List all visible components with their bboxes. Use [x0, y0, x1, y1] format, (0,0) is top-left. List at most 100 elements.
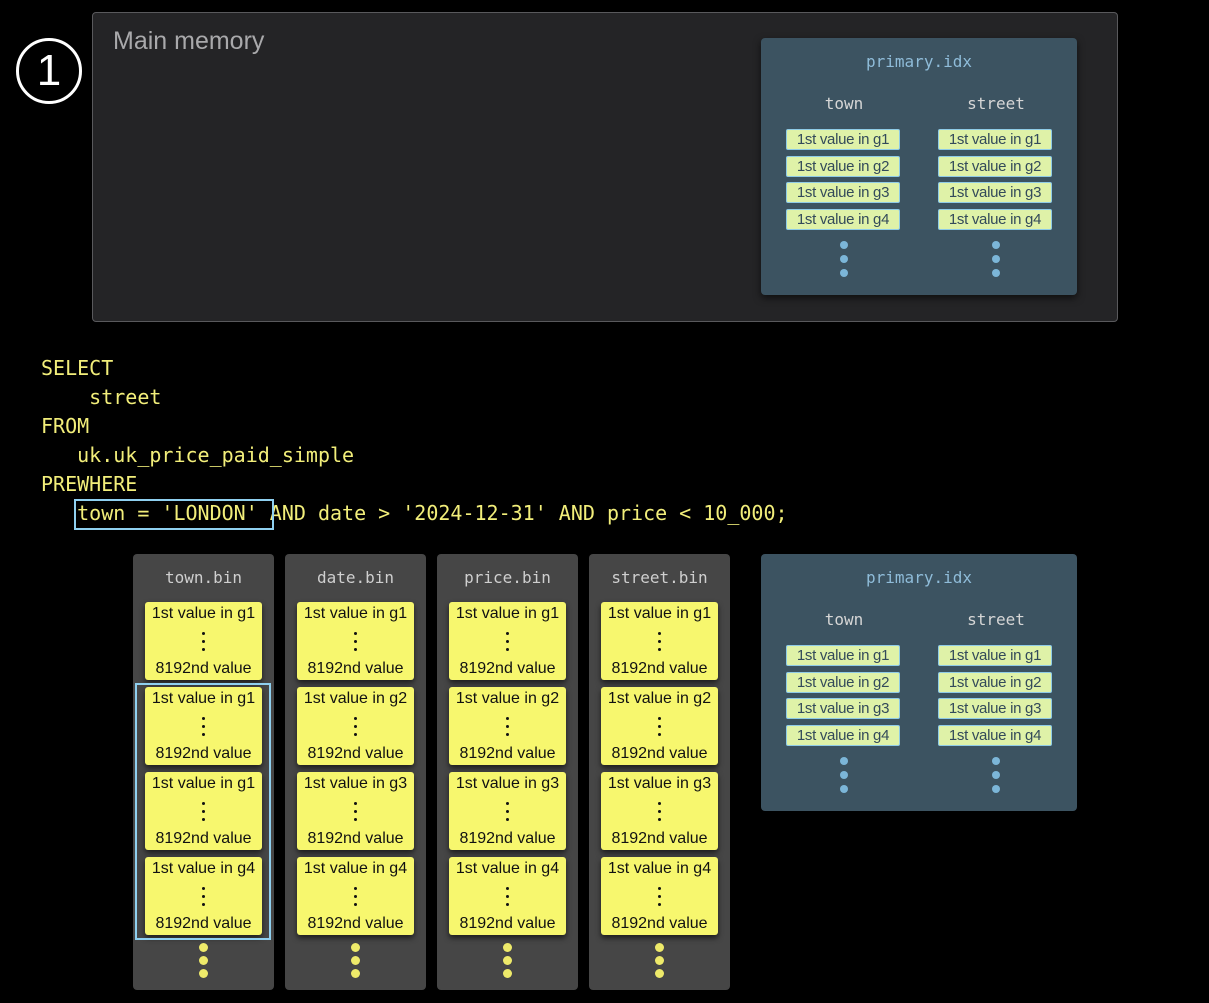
granule-first-value: 1st value in g2: [303, 690, 408, 707]
granule-last-value: 8192nd value: [611, 830, 708, 847]
granule-last-value: 8192nd value: [459, 660, 556, 677]
vertical-ellipsis-dot: [354, 632, 357, 635]
index-column-header: town: [824, 94, 864, 113]
vertical-ellipsis-dot: [506, 632, 509, 635]
column-file-title: date.bin: [316, 568, 395, 587]
vertical-ellipsis-dot: [658, 632, 661, 635]
granule-block: 1st value in g1 8192nd value: [297, 602, 414, 680]
vertical-ellipsis-dot: [354, 903, 357, 906]
granule-block: 1st value in g3 8192nd value: [449, 772, 566, 850]
granule-first-value: 1st value in g4: [151, 860, 256, 877]
ellipsis-dot: [503, 943, 512, 952]
index-entry: 1st value in g2: [938, 671, 1052, 693]
vertical-ellipsis-dot: [658, 725, 661, 728]
granule-block: 1st value in g2 8192nd value: [297, 687, 414, 765]
sql-line: uk.uk_price_paid_simple: [41, 443, 355, 467]
vertical-ellipsis-dot: [202, 717, 205, 720]
vertical-ellipsis-dot: [202, 632, 205, 635]
column-file-date-bin: date.bin 1st value in g1 8192nd value 1st v…: [285, 554, 426, 990]
granule-block: 1st value in g4 8192nd value: [297, 857, 414, 935]
ellipsis-dot: [992, 785, 1000, 793]
ellipsis-dot: [992, 757, 1000, 765]
granule-first-value: 1st value in g1: [303, 605, 408, 622]
vertical-ellipsis-dot: [506, 733, 509, 736]
granule-last-value: 8192nd value: [307, 745, 404, 762]
granule-last-value: 8192nd value: [155, 915, 252, 932]
vertical-ellipsis-dot: [506, 818, 509, 821]
granule-first-value: 1st value in g4: [455, 860, 560, 877]
granule-block: 1st value in g1 8192nd value: [145, 602, 262, 680]
granule-block: 1st value in g4 8192nd value: [601, 857, 718, 935]
vertical-ellipsis-dot: [506, 717, 509, 720]
index-entry: 1st value in g4: [786, 724, 900, 746]
index-column-header: town: [824, 610, 864, 629]
granule-last-value: 8192nd value: [307, 830, 404, 847]
step-number-badge: 1: [16, 38, 82, 104]
ellipsis-dot: [199, 943, 208, 952]
vertical-ellipsis-dot: [354, 640, 357, 643]
granule-last-value: 8192nd value: [611, 745, 708, 762]
granule-block: 1st value in g3 8192nd value: [601, 772, 718, 850]
index-entry: 1st value in g1: [786, 129, 900, 150]
ellipsis-dot: [840, 241, 848, 249]
ellipsis-dot: [351, 956, 360, 965]
granule-first-value: 1st value in g3: [455, 775, 560, 792]
index-entry: 1st value in g1: [938, 645, 1052, 666]
ellipsis-dot: [840, 771, 848, 779]
granule-first-value: 1st value in g1: [607, 605, 712, 622]
granule-last-value: 8192nd value: [611, 660, 708, 677]
index-column-header: street: [967, 94, 1025, 113]
sql-line: street: [41, 385, 162, 409]
vertical-ellipsis-dot: [658, 903, 661, 906]
granule-last-value: 8192nd value: [611, 915, 708, 932]
granule-first-value: 1st value in g3: [607, 775, 712, 792]
granule-last-value: 8192nd value: [155, 745, 252, 762]
vertical-ellipsis-dot: [354, 648, 357, 651]
granule-first-value: 1st value in g2: [607, 690, 712, 707]
sql-line: PREWHERE: [41, 472, 138, 496]
ellipsis-dot: [655, 943, 664, 952]
sql-query: SELECT street FROM uk.uk_price_paid_simp…: [41, 354, 788, 528]
vertical-ellipsis-dot: [202, 802, 205, 805]
primary-index-panel: primary.idx town 1st value in g1 1st value …: [761, 38, 1077, 295]
vertical-ellipsis-dot: [506, 895, 509, 898]
index-entry: 1st value in g1: [938, 129, 1052, 150]
vertical-ellipsis-dot: [658, 640, 661, 643]
granule-block: 1st value in g3 8192nd value: [297, 772, 414, 850]
sql-condition-rest: AND date > '2024-12-31' AND price < 10_0…: [257, 501, 788, 525]
ellipsis-dot: [655, 956, 664, 965]
vertical-ellipsis-dot: [506, 903, 509, 906]
vertical-ellipsis-dot: [506, 802, 509, 805]
ellipsis-dot: [840, 785, 848, 793]
vertical-ellipsis-dot: [658, 810, 661, 813]
ellipsis-dot: [655, 969, 664, 978]
granule-first-value: 1st value in g4: [303, 860, 408, 877]
index-entry: 1st value in g1: [786, 645, 900, 666]
vertical-ellipsis-dot: [202, 903, 205, 906]
vertical-ellipsis-dot: [354, 733, 357, 736]
vertical-ellipsis-dot: [202, 733, 205, 736]
vertical-ellipsis-dot: [506, 810, 509, 813]
vertical-ellipsis-dot: [202, 818, 205, 821]
vertical-ellipsis-dot: [658, 887, 661, 890]
vertical-ellipsis-dot: [506, 725, 509, 728]
sql-condition-highlighted: town = 'LONDON': [77, 501, 258, 525]
column-file-title: street.bin: [611, 568, 708, 587]
granule-block: 1st value in g4 8192nd value: [145, 857, 262, 935]
index-entry: 1st value in g4: [938, 724, 1052, 746]
index-entry: 1st value in g2: [938, 155, 1052, 177]
column-file-title: price.bin: [464, 568, 551, 587]
granule-first-value: 1st value in g1: [151, 605, 256, 622]
ellipsis-dot: [503, 956, 512, 965]
granule-selection-highlight: [135, 683, 271, 940]
granule-first-value: 1st value in g1: [151, 690, 256, 707]
vertical-ellipsis-dot: [354, 887, 357, 890]
vertical-ellipsis-dot: [658, 818, 661, 821]
condition-highlight-box: [74, 499, 274, 530]
index-column-header: street: [967, 610, 1025, 629]
main-memory-title: Main memory: [113, 27, 265, 55]
vertical-ellipsis-dot: [354, 717, 357, 720]
ellipsis-dot: [992, 771, 1000, 779]
vertical-ellipsis-dot: [202, 810, 205, 813]
vertical-ellipsis-dot: [202, 725, 205, 728]
